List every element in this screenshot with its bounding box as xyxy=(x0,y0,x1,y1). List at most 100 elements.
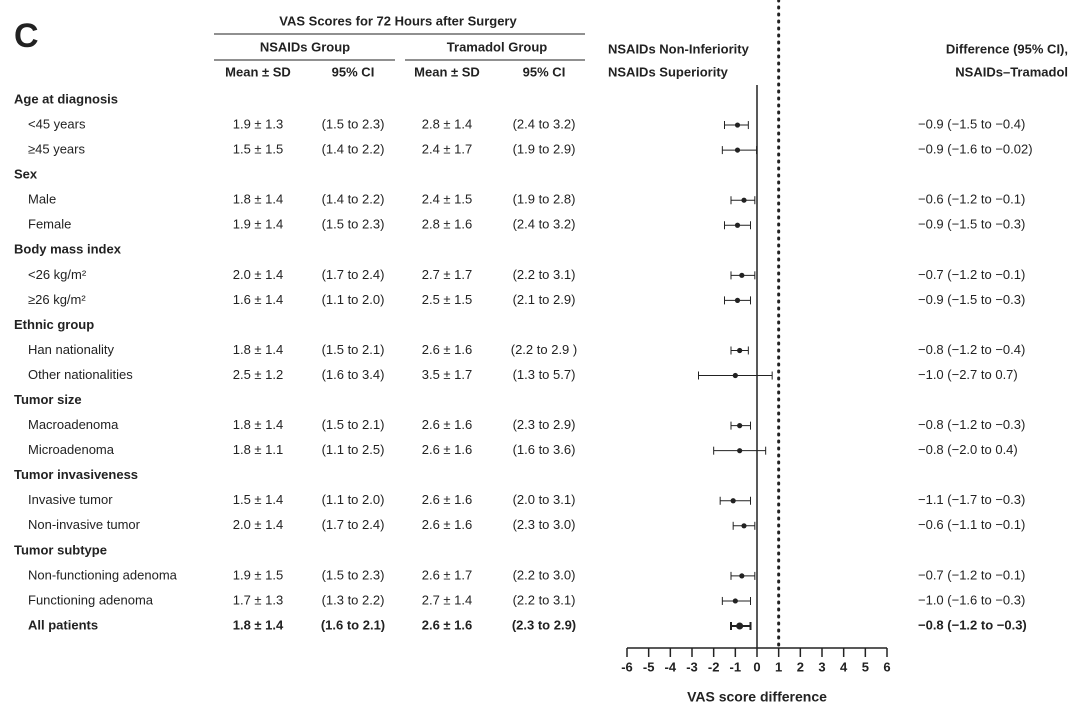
stat-cell: 2.4 ± 1.7 xyxy=(422,142,473,157)
difference-header: Difference (95% CI), xyxy=(946,41,1068,56)
zone-label: NSAIDs Superiority xyxy=(608,64,729,79)
point-estimate xyxy=(741,523,747,529)
stat-cell: 2.0 ± 1.4 xyxy=(233,517,284,532)
point-estimate xyxy=(737,347,743,354)
difference-label: −0.7 (−1.2 to −0.1) xyxy=(918,267,1025,282)
point-estimate xyxy=(736,622,744,630)
row-label: Microadenoma xyxy=(28,442,115,457)
x-tick-label: 6 xyxy=(883,659,890,674)
chart-title: VAS Scores for 72 Hours after Surgery xyxy=(279,13,517,28)
stat-cell: (2.0 to 3.1) xyxy=(513,492,576,507)
stat-cell: 2.6 ± 1.6 xyxy=(422,342,473,357)
row-label: <45 years xyxy=(28,116,86,131)
difference-label: −0.8 (−1.2 to −0.3) xyxy=(918,417,1025,432)
stat-cell: (1.5 to 2.1) xyxy=(322,342,385,357)
stat-cell: (1.5 to 2.3) xyxy=(322,217,385,232)
stat-cell: (2.2 to 3.0) xyxy=(513,567,576,582)
difference-label: −0.8 (−1.2 to −0.3) xyxy=(918,617,1027,632)
row-label: Other nationalities xyxy=(28,367,133,382)
point-estimate xyxy=(734,147,741,153)
point-estimate xyxy=(734,122,741,128)
stat-cell: (1.1 to 2.0) xyxy=(322,292,385,307)
column-header: Mean ± SD xyxy=(414,64,480,79)
stat-cell: (1.1 to 2.5) xyxy=(322,442,385,457)
row-label: ≥26 kg/m² xyxy=(28,292,86,307)
stat-cell: 2.6 ± 1.7 xyxy=(422,567,473,582)
group-label: Tumor subtype xyxy=(14,542,107,557)
stat-cell: (2.2 to 3.1) xyxy=(513,267,576,282)
difference-label: −0.9 (−1.5 to −0.3) xyxy=(918,217,1025,232)
point-estimate xyxy=(732,372,738,379)
point-estimate xyxy=(739,272,745,278)
row-label: Non-functioning adenoma xyxy=(28,567,178,582)
stat-cell: 1.9 ± 1.3 xyxy=(233,116,284,131)
stat-cell: 1.6 ± 1.4 xyxy=(233,292,284,307)
x-axis-label: VAS score difference xyxy=(687,689,827,705)
stat-cell: (1.5 to 2.3) xyxy=(322,116,385,131)
stat-cell: (1.6 to 3.4) xyxy=(322,367,385,382)
stat-cell: (1.6 to 3.6) xyxy=(513,442,576,457)
difference-label: −0.6 (−1.2 to −0.1) xyxy=(918,192,1025,207)
stat-cell: (2.3 to 2.9) xyxy=(513,417,576,432)
group-label: Sex xyxy=(14,167,38,182)
row-label: Invasive tumor xyxy=(28,492,113,507)
stat-cell: (2.4 to 3.2) xyxy=(513,116,576,131)
difference-label: −1.0 (−1.6 to −0.3) xyxy=(918,592,1025,607)
difference-label: −0.9 (−1.5 to −0.4) xyxy=(918,116,1025,131)
row-label: Functioning adenoma xyxy=(28,592,154,607)
stat-cell: 2.7 ± 1.4 xyxy=(422,592,473,607)
difference-header: NSAIDs–Tramadol xyxy=(955,64,1068,79)
stat-cell: 2.8 ± 1.6 xyxy=(422,217,473,232)
stat-cell: 1.8 ± 1.4 xyxy=(233,192,284,207)
row-label: Macroadenoma xyxy=(28,417,119,432)
difference-label: −0.7 (−1.2 to −0.1) xyxy=(918,567,1025,582)
stat-cell: 1.5 ± 1.4 xyxy=(233,492,284,507)
point-estimate xyxy=(734,297,741,303)
point-estimate xyxy=(737,448,743,454)
group-label: Ethnic group xyxy=(14,317,94,332)
stat-cell: (1.3 to 2.2) xyxy=(322,592,385,607)
difference-label: −1.1 (−1.7 to −0.3) xyxy=(918,492,1025,507)
group-label: Tumor invasiveness xyxy=(14,467,138,482)
stat-cell: (1.6 to 2.1) xyxy=(321,617,385,632)
row-label: All patients xyxy=(28,617,98,632)
point-estimate xyxy=(732,598,738,604)
row-label: Han nationality xyxy=(28,342,114,357)
stat-cell: 1.8 ± 1.1 xyxy=(233,442,284,457)
stat-cell: 2.5 ± 1.5 xyxy=(422,292,473,307)
point-estimate xyxy=(741,197,747,203)
group-label: Body mass index xyxy=(14,242,122,257)
stat-cell: 2.6 ± 1.6 xyxy=(422,617,473,632)
stat-cell: 1.5 ± 1.5 xyxy=(233,142,284,157)
column-header: 95% CI xyxy=(332,64,375,79)
x-tick-label: -1 xyxy=(730,659,742,674)
difference-label: −0.9 (−1.5 to −0.3) xyxy=(918,292,1025,307)
difference-label: −0.8 (−2.0 to 0.4) xyxy=(918,442,1018,457)
x-tick-label: -4 xyxy=(665,659,677,674)
stat-cell: (1.7 to 2.4) xyxy=(322,267,385,282)
stat-cell: 1.8 ± 1.4 xyxy=(233,417,284,432)
x-tick-label: 4 xyxy=(840,659,848,674)
x-tick-label: 1 xyxy=(775,659,782,674)
stat-cell: 1.9 ± 1.5 xyxy=(233,567,284,582)
stat-cell: (1.7 to 2.4) xyxy=(322,517,385,532)
difference-label: −1.0 (−2.7 to 0.7) xyxy=(918,367,1018,382)
panel-label: C xyxy=(14,17,39,55)
x-tick-label: 2 xyxy=(797,659,804,674)
row-label: Female xyxy=(28,217,71,232)
difference-label: −0.8 (−1.2 to −0.4) xyxy=(918,342,1025,357)
zone-label: NSAIDs Non-Inferiority xyxy=(608,41,750,56)
row-label: <26 kg/m² xyxy=(28,267,87,282)
row-label: Male xyxy=(28,192,56,207)
x-tick-label: 5 xyxy=(862,659,869,674)
x-tick-label: -5 xyxy=(643,659,655,674)
stat-cell: (2.2 to 3.1) xyxy=(513,592,576,607)
stat-cell: 1.7 ± 1.3 xyxy=(233,592,284,607)
group-header: Tramadol Group xyxy=(447,39,547,54)
stat-cell: (2.3 to 3.0) xyxy=(513,517,576,532)
x-tick-label: -2 xyxy=(708,659,720,674)
stat-cell: (2.1 to 2.9) xyxy=(513,292,576,307)
stat-cell: 1.8 ± 1.4 xyxy=(233,342,284,357)
stat-cell: 2.6 ± 1.6 xyxy=(422,417,473,432)
